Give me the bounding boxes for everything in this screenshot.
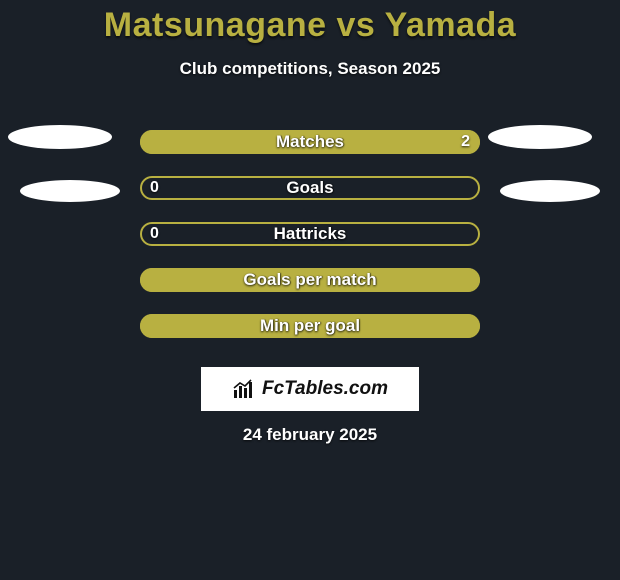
stat-row: 2Matches	[0, 119, 620, 165]
stat-bar: Min per goal	[140, 314, 480, 338]
chart-icon	[232, 378, 258, 400]
stat-label: Hattricks	[140, 222, 480, 246]
stat-row: Min per goal	[0, 303, 620, 349]
stat-row: 0Hattricks	[0, 211, 620, 257]
stat-rows: 2Matches 0Goals 0Hattricks Goals per match M…	[0, 119, 620, 349]
stat-bar: 2Matches	[140, 130, 480, 154]
stat-row: Goals per match	[0, 257, 620, 303]
stat-bar: Goals per match	[140, 268, 480, 292]
logo-text: FcTables.com	[262, 378, 388, 400]
subtitle: Club competitions, Season 2025	[0, 59, 620, 79]
stat-label: Goals per match	[140, 268, 480, 292]
stat-row: 0Goals	[0, 165, 620, 211]
stat-bar: 0Hattricks	[140, 222, 480, 246]
comparison-card: Matsunagane vs Yamada Club competitions,…	[0, 0, 620, 580]
stat-label: Goals	[140, 176, 480, 200]
logo-inner: FcTables.com	[232, 378, 388, 400]
source-logo: FcTables.com	[201, 367, 419, 411]
date-label: 24 february 2025	[0, 425, 620, 445]
stat-label: Matches	[140, 130, 480, 154]
page-title: Matsunagane vs Yamada	[0, 0, 620, 45]
stat-bar: 0Goals	[140, 176, 480, 200]
stat-label: Min per goal	[140, 314, 480, 338]
